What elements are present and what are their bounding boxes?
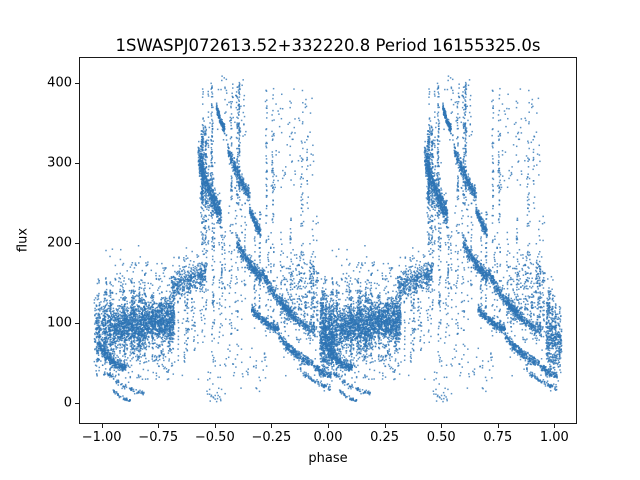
- y-tick-label: 300: [47, 155, 72, 171]
- x-tick-label: 0.50: [426, 430, 456, 445]
- x-tick-label: −0.50: [194, 430, 235, 445]
- scatter-points-canvas: [80, 58, 576, 423]
- x-tick-mark: [384, 424, 386, 428]
- x-tick-mark: [328, 424, 329, 428]
- y-tick-mark: [75, 243, 79, 245]
- y-axis-label: flux: [15, 227, 31, 253]
- x-tick-mark: [497, 424, 499, 428]
- x-tick-mark: [271, 424, 273, 428]
- y-tick-label: 200: [47, 235, 72, 251]
- plot-box: [79, 57, 577, 424]
- x-tick-mark: [441, 424, 443, 428]
- y-tick-mark: [75, 323, 79, 325]
- chart-title: 1SWASPJ072613.52+332220.8 Period 1615532…: [115, 36, 541, 55]
- x-tick-label: 0.25: [370, 430, 400, 445]
- x-axis-label: phase: [308, 451, 348, 466]
- y-tick-mark: [75, 83, 79, 85]
- x-tick-label: −1.00: [81, 430, 122, 445]
- x-tick-mark: [554, 424, 556, 428]
- x-tick-label: 0.75: [483, 430, 513, 445]
- x-tick-label: −0.75: [138, 430, 179, 445]
- x-tick-label: −0.25: [251, 430, 292, 445]
- y-tick-label: 0: [63, 395, 72, 411]
- y-tick-mark: [75, 163, 79, 165]
- x-tick-mark: [101, 424, 103, 428]
- y-tick-label: 100: [47, 315, 72, 331]
- x-tick-mark: [158, 424, 160, 428]
- x-tick-label: 0.00: [313, 430, 343, 445]
- x-tick-mark: [214, 424, 216, 428]
- x-tick-label: 1.00: [539, 430, 569, 445]
- y-tick-label: 400: [47, 75, 72, 91]
- y-tick-mark: [75, 403, 79, 405]
